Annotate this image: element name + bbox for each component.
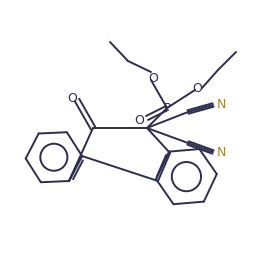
Text: N: N (216, 99, 226, 111)
Text: O: O (192, 83, 202, 95)
Text: O: O (67, 92, 77, 106)
Text: P: P (163, 102, 171, 114)
Text: O: O (148, 73, 158, 85)
Text: O: O (134, 114, 144, 126)
Text: N: N (216, 147, 226, 159)
